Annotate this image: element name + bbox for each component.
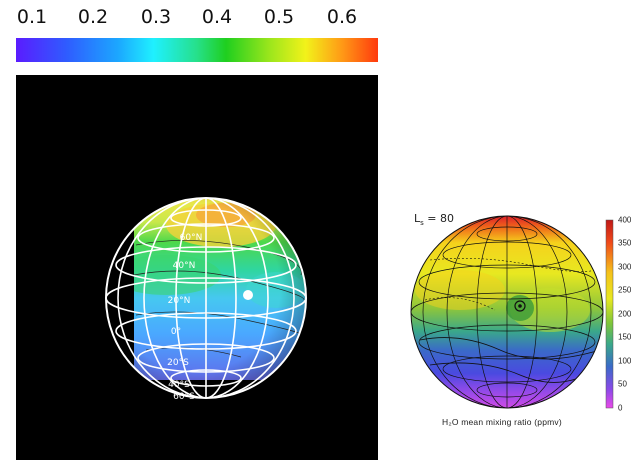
lat-label: 20°N <box>168 296 191 306</box>
colorbar-tick: 250 <box>618 285 632 295</box>
colorbar-tick: 150 <box>618 332 632 342</box>
colorbar-tick: 350 <box>618 238 632 248</box>
model-globe <box>410 215 614 409</box>
colorbar-tick: 200 <box>618 309 632 319</box>
colorbar-tick: 0 <box>618 403 623 413</box>
lat-label: 60°S <box>173 392 195 402</box>
model-globe-panel: Ls = 80 <box>400 200 636 440</box>
colorbar-tick: 400 <box>618 215 632 225</box>
tick-label: 0.4 <box>201 6 233 28</box>
colorbar-tick: 100 <box>618 356 632 366</box>
lat-label: 40°N <box>173 261 196 271</box>
observation-globe: 60°N 40°N 20°N 0° 20°S 40°S 60°S <box>105 197 307 402</box>
season-label: Ls = 80 <box>414 212 455 228</box>
lat-label: 40°S <box>168 380 190 390</box>
tick-label: 0.6 <box>326 6 358 28</box>
tick-label: 0.1 <box>16 6 48 28</box>
lat-label: 20°S <box>167 358 189 368</box>
lat-label: 0° <box>171 327 181 337</box>
figure-caption: H₂O mean mixing ratio (ppmv) <box>442 417 562 427</box>
color-scale-bar <box>16 38 378 62</box>
tick-label: 0.5 <box>263 6 295 28</box>
colorbar-tick: 50 <box>618 379 627 389</box>
tick-label: 0.3 <box>140 6 172 28</box>
lat-label: 60°N <box>180 233 203 243</box>
tick-label: 0.2 <box>77 6 109 28</box>
observation-globe-panel: 60°N 40°N 20°N 0° 20°S 40°S 60°S <box>16 75 378 460</box>
colorbar-tick: 300 <box>618 262 632 272</box>
